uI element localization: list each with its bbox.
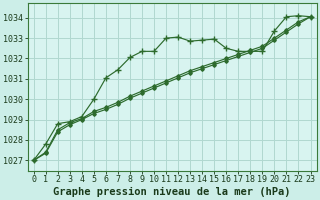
X-axis label: Graphe pression niveau de la mer (hPa): Graphe pression niveau de la mer (hPa) [53,186,291,197]
